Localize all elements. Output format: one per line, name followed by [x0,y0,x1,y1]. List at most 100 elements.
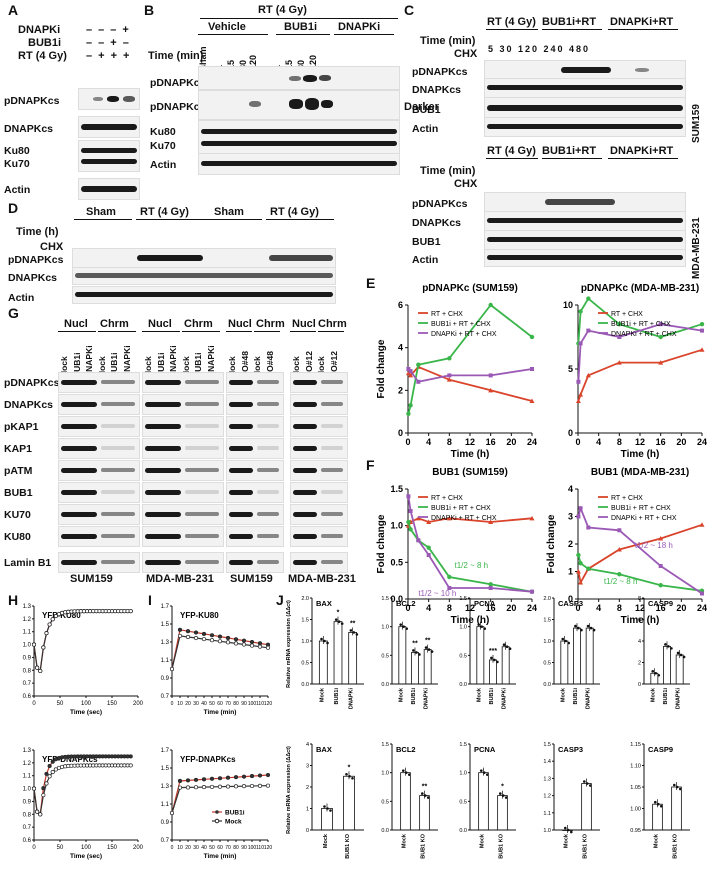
bar-chart-bottom-1: BCL2 0.0 0.5 1.0 1.5 Mock ** BUB1 KO [381,742,438,859]
data-point [592,628,596,632]
category-label: Mock [398,687,404,702]
panel-label-g: G [8,305,19,321]
c2-row-actin: Actin [412,254,439,266]
data-point [488,519,494,524]
y-tick-label: 1.05 [630,785,641,791]
chart-title: CASP9 [648,745,673,754]
y-tick-label: 0 [638,682,641,688]
x-tick-label: 10 [177,701,183,707]
y-tick-label: 0.9 [23,655,32,661]
g-blot [58,460,140,481]
data-point [326,807,329,810]
data-point [233,784,239,789]
data-point [502,643,506,647]
y-tick-label: 1.10 [630,764,641,770]
data-point [249,643,255,648]
x-tick-label: 60 [217,845,223,851]
annotation: t1/2 ~ 8 h [455,561,489,570]
y-tick-label: 0.0 [459,682,467,688]
y-tick-label: 1.3 [23,604,32,610]
c-group-dnapki-rt: DNAPKi+RT [610,16,674,28]
data-point [616,360,622,365]
panel-j-bar-charts: BAX0.00.51.01.52.0Mock*BUB1i**DNAPKiBCL2… [286,596,690,859]
data-point [616,547,622,552]
y-tick-label: 4 [638,639,641,645]
y-tick-label: 0.5 [301,661,309,667]
data-point [700,591,704,596]
y-tick-label: 1.5 [381,596,389,602]
data-point [128,609,133,614]
y-tick-label: 0.9 [23,799,32,805]
data-point [488,387,494,393]
blot-c2-pdnapkcs [484,192,686,212]
g-cell-0: SUM159 [70,573,113,585]
data-point [415,515,421,521]
series-line [577,348,703,402]
bar [573,627,581,685]
data-point [47,763,52,769]
cond-label-bub1i: BUB1i [28,37,62,49]
data-point [654,671,658,675]
x-tick-label: 4 [596,603,601,613]
category-label: BUB1i [334,688,340,705]
data-point [589,626,593,630]
x-tick-label: 60 [217,701,223,707]
b-title: RT (4 Gy) [258,4,307,16]
g-blot [142,504,224,525]
data-point [53,614,58,619]
bar [318,640,328,685]
y-tick-label: 2 [638,661,641,667]
legend-label: RT + CHX [431,495,463,502]
y-tick-label: 1.0 [390,521,403,531]
data-point [656,802,660,806]
panel-label-b: B [144,2,155,18]
c2-group-bub1i-rt: BUB1i+RT [542,145,597,157]
data-point [355,633,359,636]
data-point [564,639,568,643]
c-lanes-rt: 5 30 120 240 480 [488,44,591,54]
y-tick-label: 0.5 [459,653,467,659]
x-tick-label: 10 [177,845,183,851]
c2-time-label: Time (min) [420,165,476,177]
data-point [586,566,591,571]
d-group-2: Sham [214,206,244,218]
chart-title: BCL2 [396,745,416,754]
y-axis-label: Fold change [546,514,557,573]
category-label: Mock [323,833,329,848]
x-tick-label: 8 [617,603,622,613]
data-point [659,804,663,808]
y-tick-label: 0.9 [161,820,170,826]
data-point [53,767,58,772]
x-tick-label: 20 [676,603,686,613]
c-group-bub1i-rt: BUB1i+RT [542,16,597,28]
category-label: Mock [480,833,486,848]
y-tick-label: 1.0 [543,828,551,834]
blot-c-dnapkcs [484,78,686,98]
blot-d-pdnapkcs [72,248,336,268]
chart-title: YFP-DNAPKcs [180,755,236,764]
blot-a-actin [78,178,140,200]
data-point [585,782,589,785]
d-row-actin: Actin [8,292,35,304]
b-time-label: Time (min) [148,50,204,62]
g-h0: Nucl [64,318,88,330]
panel-label-d: D [8,200,19,216]
data-point [408,509,413,513]
data-point [177,633,183,638]
g-row-label: Lamin B1 [4,557,52,569]
data-point [423,794,427,797]
blot-a-pdnapkcs [78,88,140,110]
data-point [249,783,255,789]
x-tick-label: 24 [697,603,707,613]
g-blot [226,372,284,393]
chart-title: YFP-KU80 [42,611,81,620]
y-tick-label: 2 [306,785,309,791]
data-point [446,515,452,521]
data-point [658,564,663,568]
x-tick-label: 16 [656,437,666,447]
bar [398,626,407,685]
g-blot [142,460,224,481]
significance: ** [350,620,356,627]
